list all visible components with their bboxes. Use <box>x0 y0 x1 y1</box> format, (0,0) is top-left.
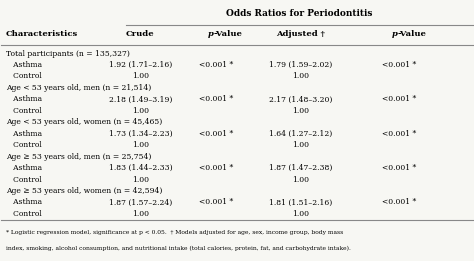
Text: Characteristics: Characteristics <box>6 30 78 38</box>
Text: p: p <box>392 30 397 38</box>
Text: 1.00: 1.00 <box>292 107 309 115</box>
Text: 1.00: 1.00 <box>292 175 309 183</box>
Text: Control: Control <box>6 107 42 115</box>
Text: 1.92 (1.71–2.16): 1.92 (1.71–2.16) <box>109 61 172 69</box>
Text: Total participants (n = 135,327): Total participants (n = 135,327) <box>6 50 130 58</box>
Text: Odds Ratios for Periodontitis: Odds Ratios for Periodontitis <box>226 9 373 17</box>
Text: <0.001 *: <0.001 * <box>199 130 233 138</box>
Text: Asthma: Asthma <box>6 61 42 69</box>
Text: 1.87 (1.57–2.24): 1.87 (1.57–2.24) <box>109 198 172 206</box>
Text: 1.64 (1.27–2.12): 1.64 (1.27–2.12) <box>269 130 332 138</box>
Text: <0.001 *: <0.001 * <box>199 198 233 206</box>
Text: <0.001 *: <0.001 * <box>199 61 233 69</box>
Text: <0.001 *: <0.001 * <box>383 164 417 172</box>
Text: Asthma: Asthma <box>6 198 42 206</box>
Text: Control: Control <box>6 73 42 80</box>
Text: <0.001 *: <0.001 * <box>383 95 417 103</box>
Text: p: p <box>208 30 213 38</box>
Text: 1.83 (1.44–2.33): 1.83 (1.44–2.33) <box>109 164 172 172</box>
Text: Asthma: Asthma <box>6 164 42 172</box>
Text: <0.001 *: <0.001 * <box>383 61 417 69</box>
Text: 1.00: 1.00 <box>132 210 149 218</box>
Text: 1.00: 1.00 <box>132 107 149 115</box>
Text: Age ≥ 53 years old, women (n = 42,594): Age ≥ 53 years old, women (n = 42,594) <box>6 187 163 195</box>
Text: 1.73 (1.34–2.23): 1.73 (1.34–2.23) <box>109 130 172 138</box>
Text: 1.00: 1.00 <box>132 141 149 149</box>
Text: Age ≥ 53 years old, men (n = 25,754): Age ≥ 53 years old, men (n = 25,754) <box>6 153 152 161</box>
Text: Crude: Crude <box>126 30 155 38</box>
Text: 1.00: 1.00 <box>132 175 149 183</box>
Text: Asthma: Asthma <box>6 130 42 138</box>
Text: index, smoking, alcohol consumption, and nutritional intake (total calories, pro: index, smoking, alcohol consumption, and… <box>6 245 351 251</box>
Text: Age < 53 years old, women (n = 45,465): Age < 53 years old, women (n = 45,465) <box>6 118 163 126</box>
Text: 1.00: 1.00 <box>132 73 149 80</box>
Text: <0.001 *: <0.001 * <box>383 130 417 138</box>
Text: Adjusted †: Adjusted † <box>276 30 325 38</box>
Text: 2.17 (1.48–3.20): 2.17 (1.48–3.20) <box>269 95 332 103</box>
Text: 1.87 (1.47–2.38): 1.87 (1.47–2.38) <box>269 164 332 172</box>
Text: 1.00: 1.00 <box>292 141 309 149</box>
Text: 1.81 (1.51–2.16): 1.81 (1.51–2.16) <box>269 198 332 206</box>
Text: -Value: -Value <box>213 30 242 38</box>
Text: 1.00: 1.00 <box>292 210 309 218</box>
Text: <0.001 *: <0.001 * <box>199 95 233 103</box>
Text: Control: Control <box>6 141 42 149</box>
Text: 2.18 (1.49–3.19): 2.18 (1.49–3.19) <box>109 95 172 103</box>
Text: 1.00: 1.00 <box>292 73 309 80</box>
Text: 1.79 (1.59–2.02): 1.79 (1.59–2.02) <box>269 61 332 69</box>
Text: Control: Control <box>6 210 42 218</box>
Text: -Value: -Value <box>397 30 426 38</box>
Text: Control: Control <box>6 175 42 183</box>
Text: Asthma: Asthma <box>6 95 42 103</box>
Text: Age < 53 years old, men (n = 21,514): Age < 53 years old, men (n = 21,514) <box>6 84 151 92</box>
Text: <0.001 *: <0.001 * <box>383 198 417 206</box>
Text: <0.001 *: <0.001 * <box>199 164 233 172</box>
Text: * Logistic regression model, significance at p < 0.05.  † Models adjusted for ag: * Logistic regression model, significanc… <box>6 230 343 235</box>
